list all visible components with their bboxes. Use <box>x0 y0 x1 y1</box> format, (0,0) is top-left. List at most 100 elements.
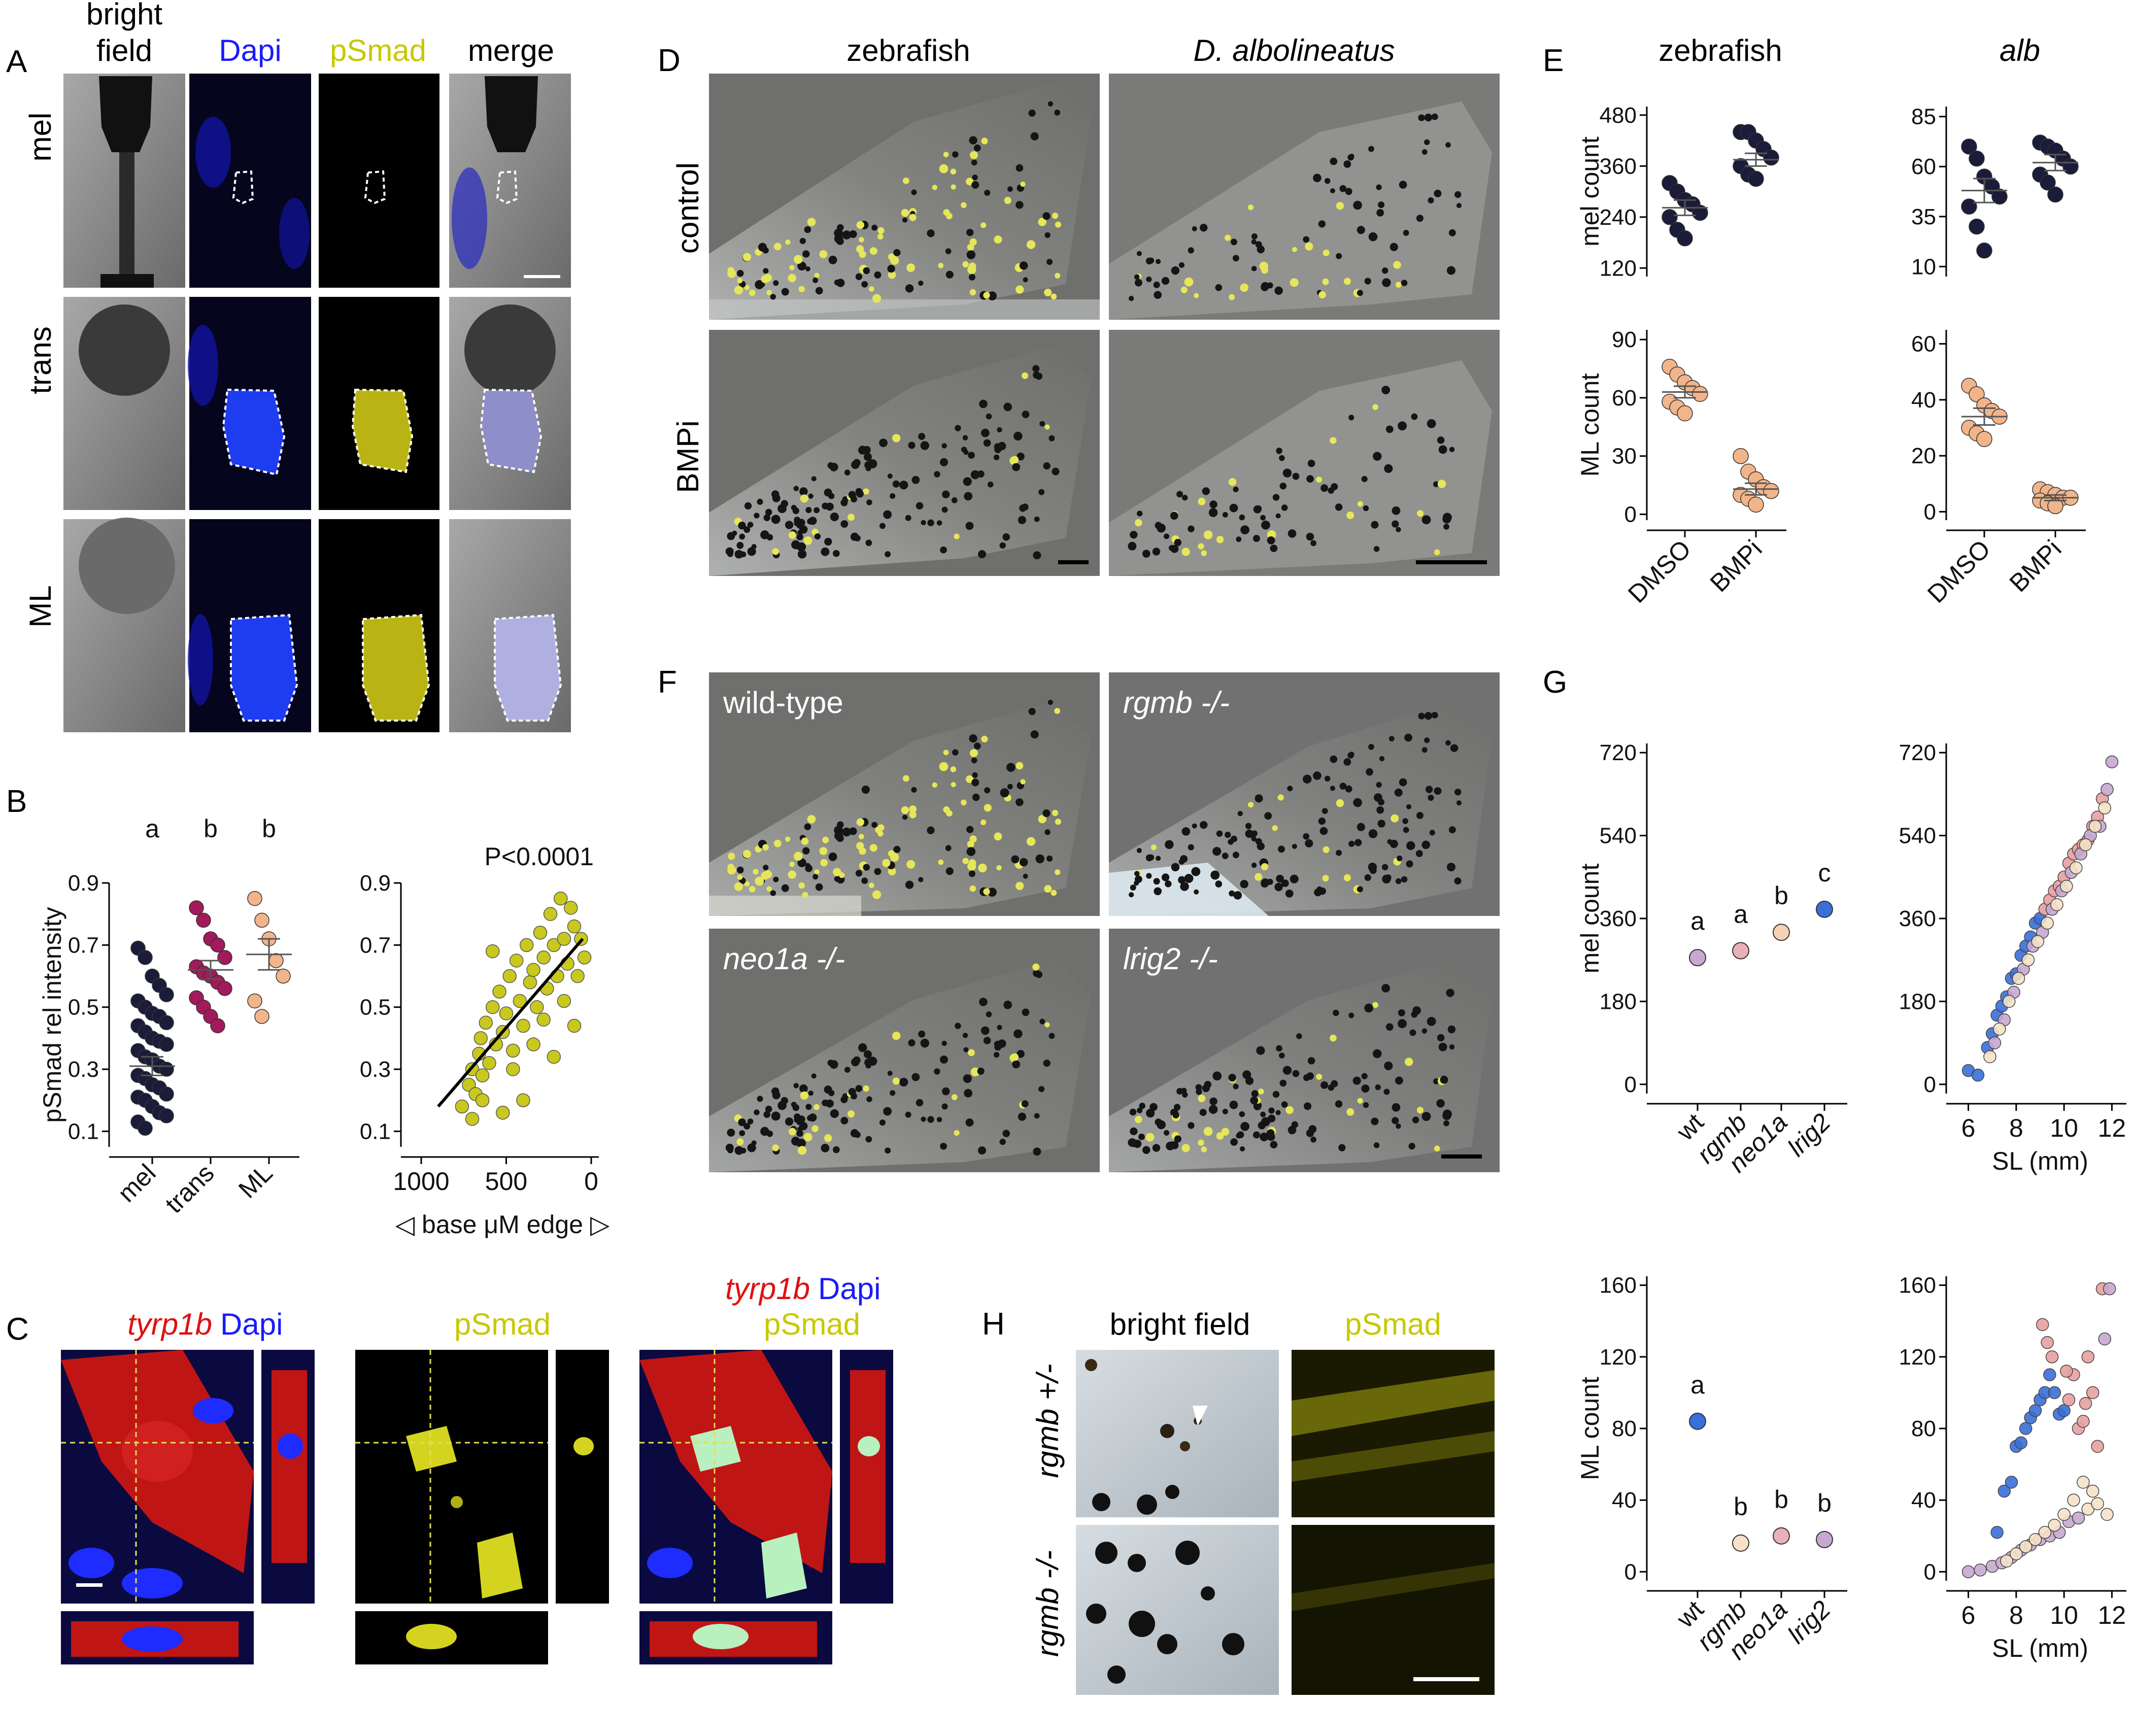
fin-melanophore-dot <box>856 842 864 850</box>
fin-melanophore-dot <box>1258 1121 1266 1130</box>
fin-melanophore-dot <box>814 1104 820 1110</box>
fin-melanophore-dot <box>1442 1111 1451 1120</box>
fin-melanophore-dot <box>969 136 977 145</box>
e-mel-alb-ytick-label-1: 35 <box>1911 205 1936 229</box>
fin-melanophore-dot <box>1381 267 1388 274</box>
fin-melanophore-dot <box>1437 480 1446 488</box>
b-left-xtick-label-1: trans <box>160 1159 220 1218</box>
fin-melanophore-dot <box>1164 533 1170 539</box>
fin-melanophore-dot <box>1416 811 1424 820</box>
fin-melanophore-dot <box>978 550 987 559</box>
fin-melanophore-dot <box>869 286 874 292</box>
g-ml-sl-point <box>1990 1525 2004 1539</box>
fin-melanophore-dot <box>1428 794 1434 801</box>
fin-melanophore-dot <box>945 270 954 279</box>
fin-melanophore-dot <box>1404 1058 1413 1066</box>
fin-melanophore-dot <box>1030 132 1039 141</box>
e-mel-zf-point <box>1662 209 1678 225</box>
fin-melanophore-dot <box>978 863 987 873</box>
fin-melanophore-dot <box>1240 283 1248 292</box>
fin-melanophore-dot <box>819 250 828 258</box>
fin-melanophore-dot <box>736 541 744 549</box>
fin-melanophore-dot <box>1373 1142 1380 1148</box>
fin-melanophore-dot <box>1135 519 1142 527</box>
f-label-lrig2: lrig2 -/- <box>1123 942 1218 976</box>
fin-melanophore-dot <box>771 515 781 524</box>
fin-melanophore-dot <box>1448 229 1456 236</box>
e-mel-alb-point <box>2062 158 2079 175</box>
fin-melanophore-dot <box>865 539 872 547</box>
fin-melanophore-dot <box>1333 1009 1339 1016</box>
fin-melanophore-dot <box>851 1093 858 1100</box>
fin-melanophore-dot <box>1137 510 1143 517</box>
fin-melanophore-dot <box>1281 504 1288 511</box>
fin-melanophore-dot <box>765 508 772 516</box>
fin-melanophore-dot <box>855 1085 863 1092</box>
fin-melanophore-dot <box>844 1067 851 1073</box>
fin-melanophore-dot <box>1424 711 1433 720</box>
fin-melanophore-dot <box>1255 873 1263 881</box>
fin-melanophore-dot <box>840 1116 849 1125</box>
b-right-xtick-label-0: 1000 <box>393 1167 449 1196</box>
fin-melanophore-dot <box>1368 829 1378 838</box>
g-ml-sl-point <box>2019 1540 2033 1553</box>
fin-melanophore-dot <box>822 1099 829 1107</box>
g-mel-sl-point <box>2002 995 2016 1008</box>
fin-melanophore-dot <box>1146 276 1152 283</box>
fin-melanophore-dot <box>1138 1133 1145 1140</box>
fin-melanophore-dot <box>824 488 832 497</box>
g-ml-means-point-0 <box>1689 1412 1706 1430</box>
fin-melanophore-dot <box>969 734 977 743</box>
fin-melanophore-dot <box>1032 365 1040 372</box>
fin-melanophore-dot <box>727 1147 733 1153</box>
g-ml-sl-point <box>1961 1565 1975 1579</box>
fin-melanophore-dot <box>1364 874 1371 881</box>
g-ml-sl-point <box>2048 1518 2061 1532</box>
fin-melanophore-dot <box>1281 1101 1288 1108</box>
panel-a-row-ml: ML <box>23 585 57 627</box>
fin-melanophore-dot <box>952 151 959 158</box>
fin-melanophore-dot <box>1055 819 1061 825</box>
g-mel-sl-point <box>2105 755 2119 769</box>
fin-melanophore-dot <box>883 1107 892 1116</box>
fin-melanophore-dot <box>1353 798 1362 807</box>
fin-melanophore-dot <box>1172 1111 1179 1119</box>
g-ml-sl-point <box>2010 1547 2023 1560</box>
fin-melanophore-dot <box>941 443 947 449</box>
fin-melanophore-dot <box>970 749 978 757</box>
fin-melanophore-dot <box>814 507 820 514</box>
fin-melanophore-dot <box>1019 858 1028 867</box>
e-ml-zf-ytick-label-0: 0 <box>1624 502 1637 527</box>
fin-melanophore-dot <box>1225 831 1231 838</box>
fin-melanophore-dot <box>869 247 877 255</box>
fin-melanophore-dot <box>727 1129 735 1137</box>
fin-melanophore-dot <box>887 1071 893 1076</box>
fin-melanophore-dot <box>1406 804 1412 809</box>
e-mel-zf-point <box>1763 149 1779 166</box>
fin-melanophore-dot <box>1330 437 1337 444</box>
b-right-point <box>482 1056 496 1070</box>
fin-melanophore-dot <box>808 517 817 525</box>
fin-melanophore-dot <box>1368 146 1374 152</box>
fin-melanophore-dot <box>966 775 973 783</box>
fin-melanophore-dot <box>1376 806 1384 814</box>
fin-melanophore-dot <box>1174 539 1182 547</box>
fin-melanophore-dot <box>1019 261 1028 270</box>
d-col-albolineatus: D. albolineatus <box>1194 33 1395 67</box>
fin-melanophore-dot <box>1026 240 1036 249</box>
fin-melanophore-dot <box>1272 494 1280 501</box>
c-psmad-image <box>355 1350 548 1604</box>
fin-melanophore-dot <box>1372 404 1378 410</box>
fin-melanophore-dot <box>1021 1100 1029 1108</box>
fin-melanophore-dot <box>1399 778 1407 787</box>
fin-melanophore-dot <box>1330 786 1335 791</box>
fin-melanophore-dot <box>1137 1107 1143 1113</box>
fin-melanophore-dot <box>1390 243 1398 251</box>
fin-melanophore-dot <box>1250 1096 1259 1105</box>
panel-c: C tyrp1b Dapi pSmad tyrp1b Dapi pSmad <box>6 1272 893 1664</box>
g-ml-sl-point <box>2057 1404 2071 1417</box>
e-mel-zf-ylabel: mel count <box>1576 137 1604 247</box>
g-ml-means-ytick-label-0: 0 <box>1624 1559 1637 1584</box>
fin-melanophore-dot <box>1366 768 1373 776</box>
fin-melanophore-dot <box>1044 1022 1050 1028</box>
